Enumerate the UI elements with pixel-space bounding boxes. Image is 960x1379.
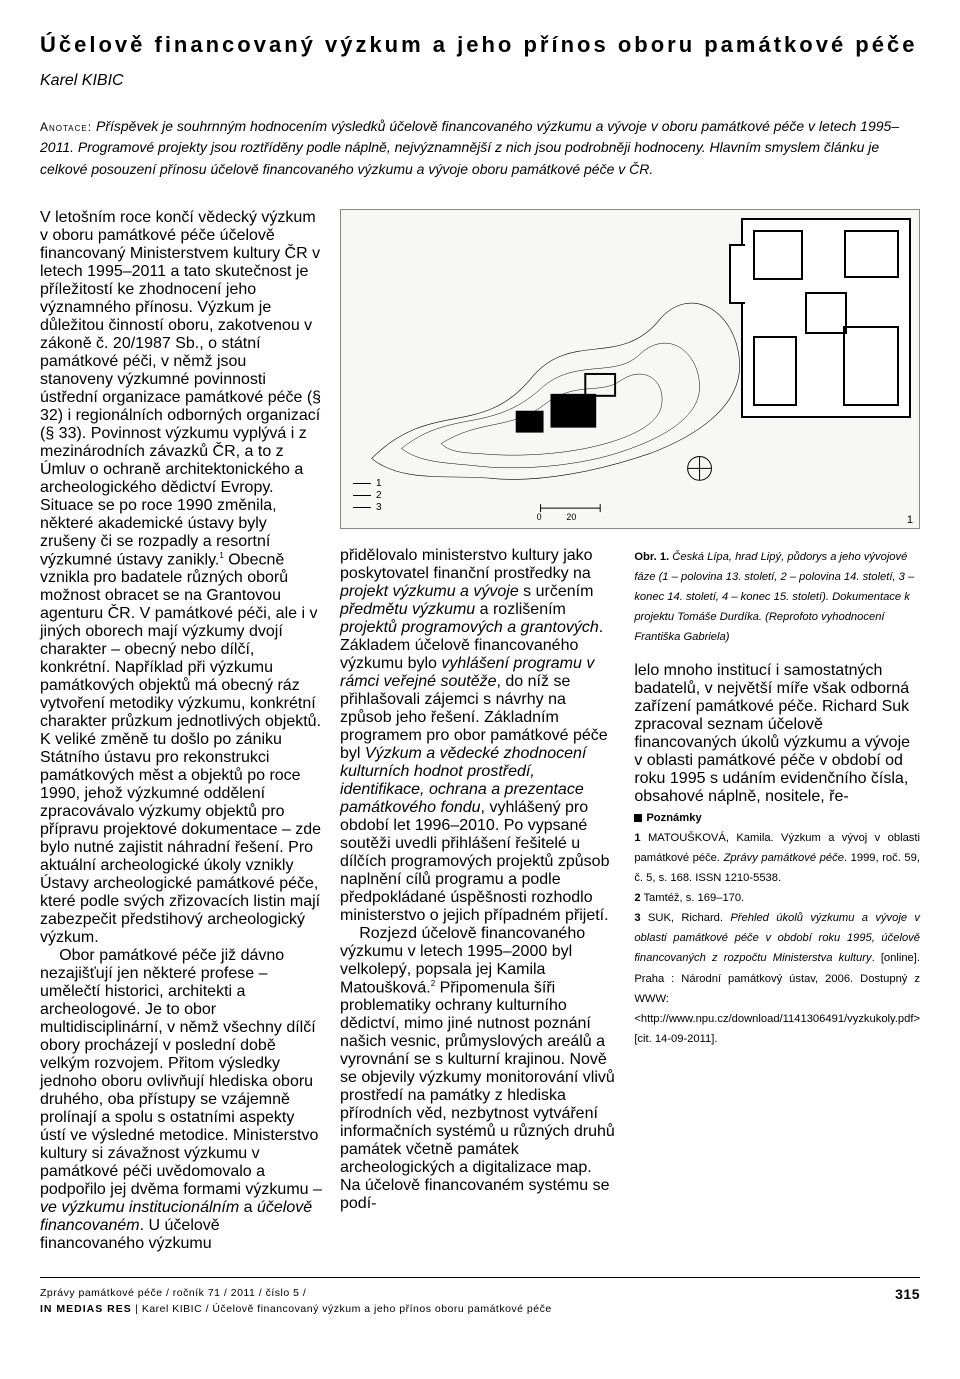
n1-em: Zprávy památkové péče <box>724 852 844 864</box>
legend-1: 1 <box>353 478 382 490</box>
c3a: lelo mnoho institucí i samostatných bada… <box>634 662 920 806</box>
page-number: 315 <box>895 1286 920 1318</box>
figure-1-floorplan <box>741 218 911 418</box>
note-3: 3 SUK, Richard. Přehled úkolů výzkumu a … <box>634 908 920 1049</box>
figure-1-caption: Obr. 1. Česká Lípa, hrad Lipý, půdorys a… <box>634 547 920 648</box>
col1-para-c: Obor památkové péče již dávno nezajišťuj… <box>40 947 322 1198</box>
page-footer: Zprávy památkové péče / ročník 71 / 2011… <box>40 1277 920 1334</box>
notes-body: 1 MATOUŠKOVÁ, Kamila. Výzkum a vývoj v o… <box>634 828 920 1050</box>
figure-1: 20 0 1 2 3 1 <box>340 209 920 529</box>
column-2: přidělovalo ministerstvo kultury jako po… <box>340 547 616 1253</box>
legend-3: 3 <box>353 502 382 514</box>
c2a2: s určením <box>519 583 594 600</box>
square-icon <box>634 814 642 822</box>
c2a: přidělovalo ministerstvo kultury jako po… <box>340 547 593 582</box>
article-author: Karel KIBIC <box>40 72 920 90</box>
col1-em1: ve výzkumu institucionálním <box>40 1199 239 1216</box>
figure-1-legend: 1 2 3 <box>353 478 382 514</box>
abstract: Anotace: Příspěvek je souhrnným hodnocen… <box>40 116 920 181</box>
col1-para-a: V letošním roce končí vědecký výzkum v o… <box>40 209 321 568</box>
figure-1-number: 1 <box>907 514 913 526</box>
notes-heading-text: Poznámky <box>646 812 701 824</box>
c2e1: projekt výzkumu a vývoje <box>340 583 519 600</box>
c2a3: a rozlišením <box>475 601 566 618</box>
c2e2: předmětu výzkumu <box>340 601 475 618</box>
caption-lead: Obr. 1. <box>634 551 669 563</box>
note-2: 2 Tamtéž, s. 169–170. <box>634 888 920 908</box>
n3-t: SUK, Richard. <box>641 912 731 924</box>
notes-heading: Poznámky <box>634 812 920 824</box>
abstract-label: Anotace: <box>40 120 92 134</box>
c2e3: projektů programových a grantových <box>340 619 599 636</box>
abstract-text: Příspěvek je souhrnným hodnocením výsled… <box>40 118 899 177</box>
article-title: Účelově financovaný výzkum a jeho přínos… <box>40 30 920 60</box>
note-1: 1 MATOUŠKOVÁ, Kamila. Výzkum a vývoj v o… <box>634 828 920 888</box>
legend-2: 2 <box>353 490 382 502</box>
c2b2: Připomenula šíři problematiky ochrany ku… <box>340 979 615 1212</box>
c2a6: , vyhlášený pro období let 1996–2010. Po… <box>340 799 609 924</box>
footer-line-2: IN MEDIAS RES | Karel KIBIC / Účelově fi… <box>40 1302 552 1318</box>
col1-c2: a <box>239 1199 257 1216</box>
svg-text:0: 0 <box>537 512 542 522</box>
n2-t: Tamtéž, s. 169–170. <box>641 892 745 904</box>
column-3: Obr. 1. Česká Lípa, hrad Lipý, půdorys a… <box>634 547 920 1253</box>
footer-section: IN MEDIAS RES <box>40 1303 132 1315</box>
figure-1-canvas: 20 0 1 2 3 1 <box>340 209 920 529</box>
column-1: V letošním roce končí vědecký výzkum v o… <box>40 209 322 1253</box>
col1-para-b: Obecně vznikla pro badatele různých obor… <box>40 551 321 946</box>
svg-text:20: 20 <box>566 512 576 522</box>
caption-body: Česká Lípa, hrad Lipý, půdorys a jeho vý… <box>634 551 914 644</box>
n3-t2: . [online]. Praha : Národní památkový ús… <box>634 952 920 1045</box>
footer-line-1: Zprávy památkové péče / ročník 71 / 2011… <box>40 1286 552 1302</box>
